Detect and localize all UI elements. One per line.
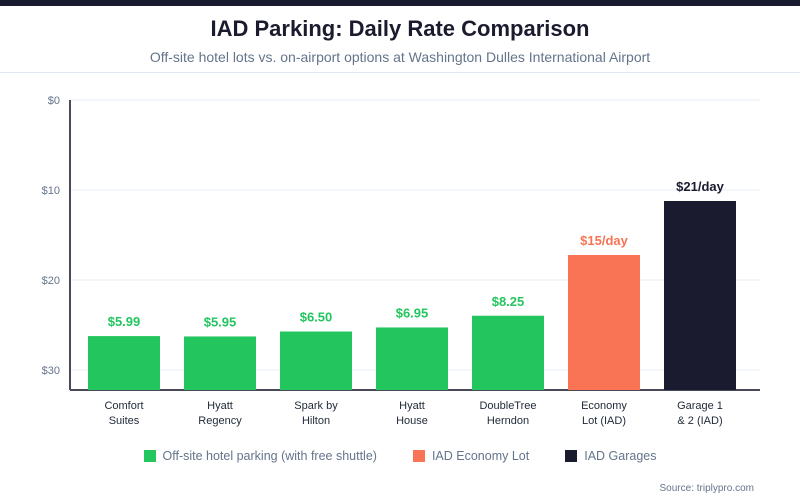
- source-note: Source: triplypro.com: [659, 483, 754, 494]
- data-label: $6.50: [300, 310, 333, 325]
- bar: [472, 315, 544, 390]
- x-tick-label: Regency: [198, 415, 242, 427]
- legend-label: IAD Garages: [584, 449, 657, 463]
- legend-swatch: [565, 450, 578, 462]
- bar: [376, 327, 448, 390]
- legend-item-offsite: Off-site hotel parking (with free shuttl…: [143, 449, 377, 463]
- x-tick-label: Hyatt: [207, 400, 233, 412]
- data-label: $15/day: [580, 233, 628, 248]
- legend-swatch: [412, 450, 425, 462]
- bar: [568, 255, 640, 390]
- y-tick-label: $10: [42, 185, 60, 197]
- bar: [184, 336, 256, 390]
- y-tick-label: $30: [42, 365, 60, 377]
- x-tick-label: Lot (IAD): [582, 415, 626, 427]
- y-tick-label: $0: [48, 95, 60, 107]
- x-tick-label: Garage 1: [677, 400, 723, 412]
- x-tick-label: & 2 (IAD): [677, 415, 722, 427]
- x-tick-label: Comfort: [104, 400, 143, 412]
- x-tick-label: House: [396, 415, 428, 427]
- data-label: $5.99: [108, 314, 141, 329]
- x-tick-label: Hyatt: [399, 400, 425, 412]
- chart-subtitle: Off-site hotel lots vs. on-airport optio…: [149, 49, 651, 65]
- x-tick-label: Hilton: [302, 415, 330, 427]
- legend-swatch: [143, 450, 156, 462]
- legend-item-garages: IAD Garages: [565, 449, 656, 463]
- legend-label: Off-site hotel parking (with free shuttl…: [162, 449, 377, 463]
- x-tick-label: DoubleTree: [479, 400, 536, 412]
- header-divider: [0, 72, 800, 73]
- data-label: $6.95: [396, 305, 429, 320]
- bar: [88, 336, 160, 390]
- data-label: $8.25: [492, 294, 525, 309]
- data-label: $21/day: [676, 179, 724, 194]
- y-tick-label: $20: [42, 275, 60, 287]
- x-tick-label: Herndon: [487, 415, 529, 427]
- legend-item-economy: IAD Economy Lot: [412, 449, 530, 463]
- chart-title: IAD Parking: Daily Rate Comparison: [210, 16, 590, 41]
- bar: [664, 201, 736, 390]
- x-tick-label: Economy: [581, 400, 627, 412]
- bar: [280, 331, 352, 390]
- legend: Off-site hotel parking (with free shuttl…: [0, 449, 800, 463]
- legend-label: IAD Economy Lot: [431, 449, 530, 463]
- x-tick-label: Spark by: [294, 400, 338, 412]
- x-tick-label: Suites: [109, 415, 140, 427]
- data-label: $5.95: [204, 314, 237, 329]
- top-accent-bar: [0, 0, 800, 6]
